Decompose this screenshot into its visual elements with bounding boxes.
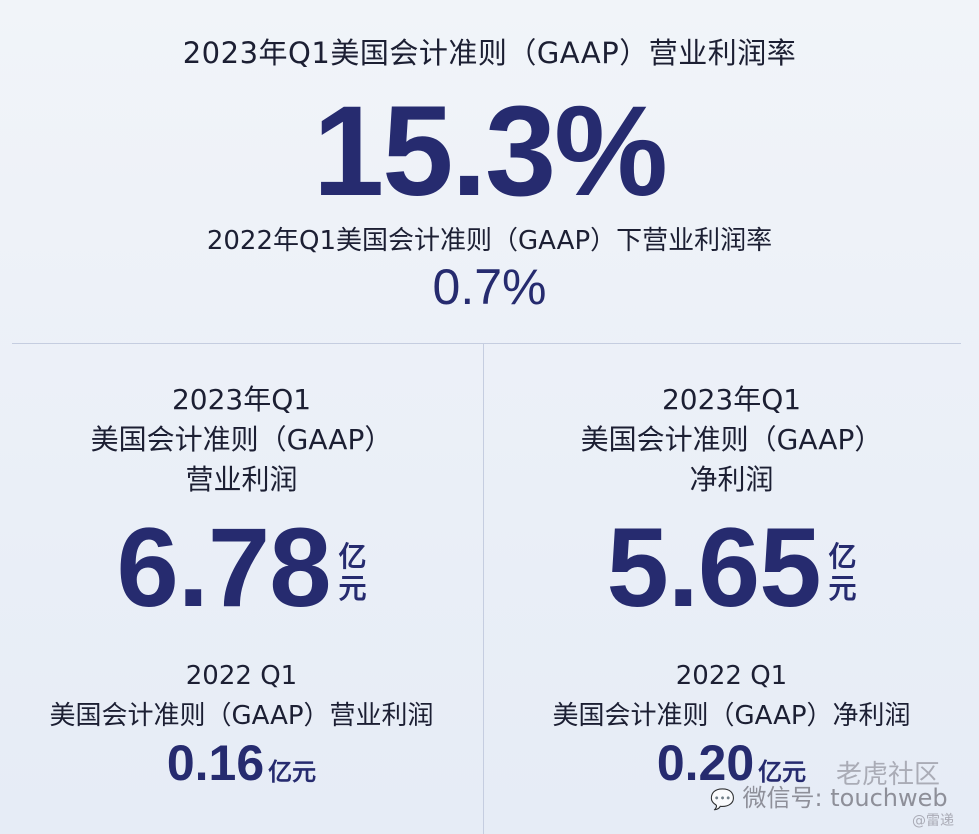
panel-line: 美国会计准则（GAAP）: [580, 423, 883, 456]
net-profit-panel: 2023年Q1 美国会计准则（GAAP） 净利润 5.65 亿元 2022 Q1…: [484, 344, 979, 834]
prev-line: 2022 Q1: [185, 661, 298, 691]
vertical-divider: [483, 344, 484, 834]
panel-line: 2023年Q1: [661, 383, 802, 416]
net-profit-value: 5.65: [606, 505, 822, 630]
prev-unit: 亿元: [268, 758, 317, 786]
prev-line: 美国会计准则（GAAP）净利润: [552, 701, 911, 731]
prev-line: 2022 Q1: [675, 661, 788, 691]
horizontal-divider: [12, 343, 961, 344]
operating-margin-title: 2023年Q1美国会计准则（GAAP）营业利润率: [182, 36, 797, 70]
prev-operating-margin-value: 0.7%: [432, 259, 547, 315]
panel-line: 美国会计准则（GAAP）: [90, 423, 393, 456]
watermark-wechat-text: 微信号: touchweb: [742, 784, 948, 812]
unit-yi: 亿: [338, 540, 367, 573]
panel-line: 净利润: [689, 463, 774, 496]
operating-profit-panel: 2023年Q1 美国会计准则（GAAP） 营业利润 6.78 亿元 2022 Q…: [0, 344, 483, 834]
panel-line: 2023年Q1: [171, 383, 312, 416]
unit-yuan: 元: [828, 572, 857, 605]
prev-line: 美国会计准则（GAAP）营业利润: [49, 701, 434, 731]
operating-margin-value: 15.3%: [313, 80, 668, 223]
unit-yuan: 元: [338, 572, 367, 605]
watermark-author: @雷递: [912, 813, 954, 829]
wechat-icon: 💬: [710, 787, 735, 811]
watermark-community: 老虎社区: [836, 760, 941, 790]
watermark-wechat: 💬 微信号: touchweb: [710, 778, 948, 813]
prev-net-profit-value: 0.20: [656, 735, 755, 791]
operating-profit-value: 6.78: [116, 505, 332, 630]
panel-line: 营业利润: [185, 463, 298, 496]
unit-yi: 亿: [828, 540, 857, 573]
prev-unit: 亿元: [758, 758, 807, 786]
prev-operating-profit-value: 0.16: [166, 735, 265, 791]
prev-operating-margin-label: 2022年Q1美国会计准则（GAAP）下营业利润率: [206, 226, 773, 256]
